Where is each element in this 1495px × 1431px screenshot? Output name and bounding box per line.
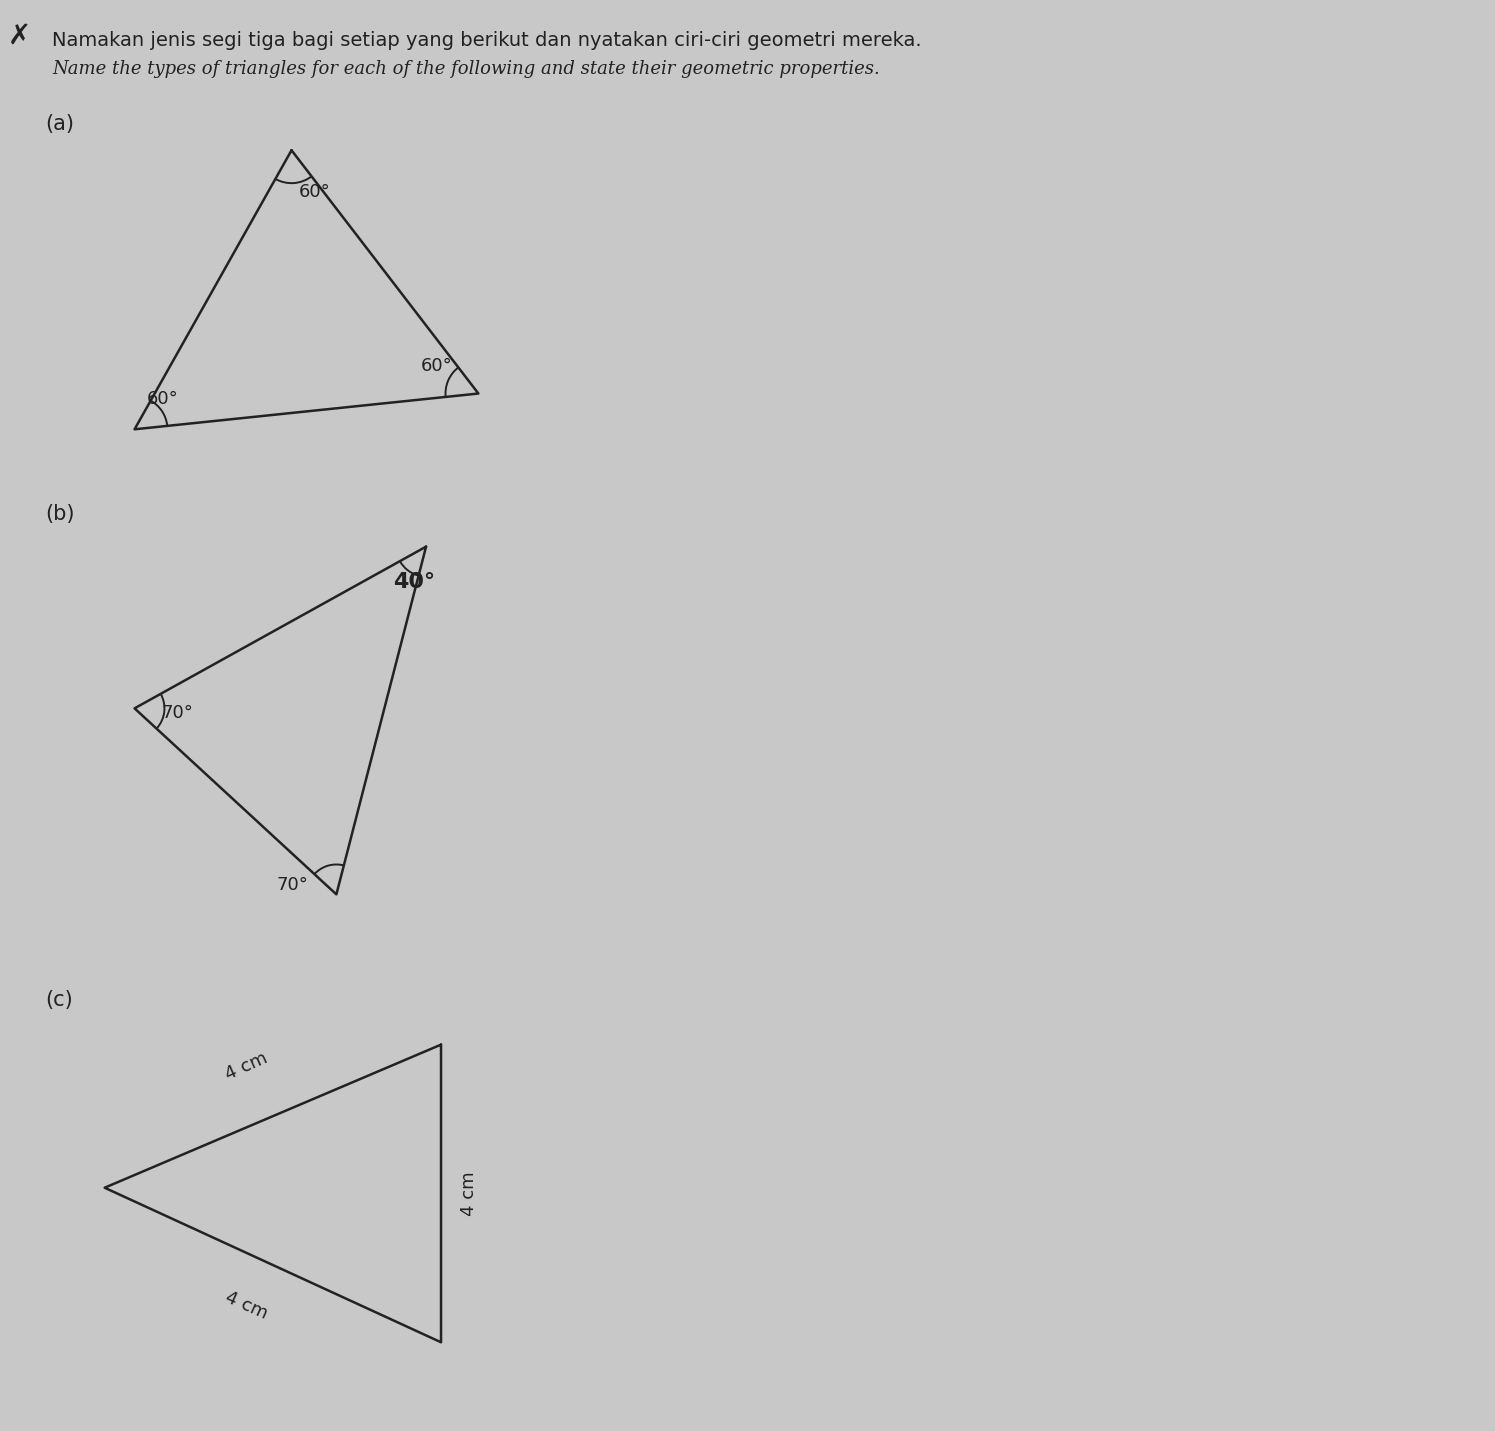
Text: 70°: 70° bbox=[277, 876, 308, 894]
Text: 4 cm: 4 cm bbox=[460, 1171, 478, 1216]
Text: (b): (b) bbox=[45, 504, 75, 524]
Text: 60°: 60° bbox=[147, 389, 178, 408]
Text: 40°: 40° bbox=[393, 572, 435, 592]
Text: 60°: 60° bbox=[422, 356, 453, 375]
Text: 70°: 70° bbox=[161, 704, 193, 723]
Text: Namakan jenis segi tiga bagi setiap yang berikut dan nyatakan ciri-ciri geometri: Namakan jenis segi tiga bagi setiap yang… bbox=[52, 31, 922, 50]
Text: 4 cm: 4 cm bbox=[223, 1288, 271, 1322]
Text: (a): (a) bbox=[45, 114, 73, 135]
Text: 60°: 60° bbox=[299, 183, 330, 202]
Text: 4 cm: 4 cm bbox=[223, 1049, 271, 1083]
Text: (c): (c) bbox=[45, 990, 73, 1010]
Text: ✗: ✗ bbox=[7, 21, 31, 50]
Text: Name the types of triangles for each of the following and state their geometric : Name the types of triangles for each of … bbox=[52, 60, 881, 79]
